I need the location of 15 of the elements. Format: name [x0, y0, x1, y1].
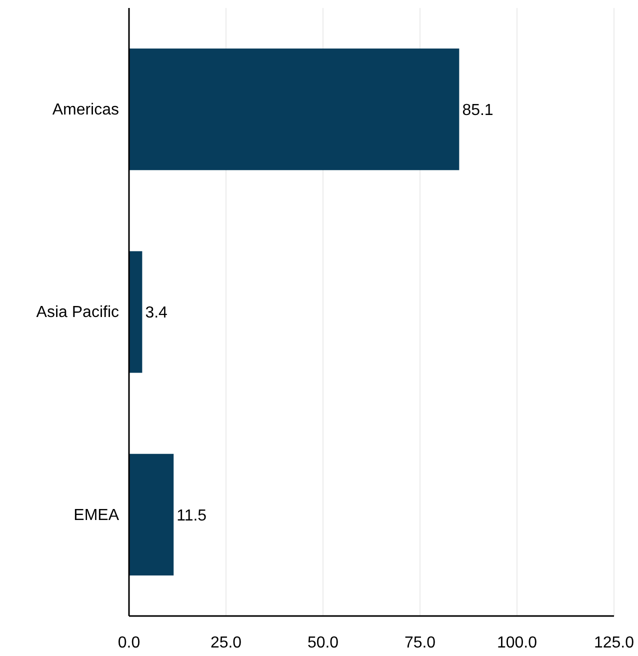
data-label: 3.4 — [145, 304, 168, 322]
x-tick-label: 50.0 — [307, 634, 339, 652]
data-label: 11.5 — [176, 507, 207, 524]
x-tick-label: 125.0 — [594, 634, 634, 652]
bar — [129, 48, 460, 170]
x-tick-label: 75.0 — [404, 634, 436, 652]
bar — [129, 251, 142, 373]
x-tick-label: 25.0 — [210, 634, 242, 652]
y-tick-label: Asia Pacific — [36, 304, 119, 322]
x-tick-label: 0.0 — [118, 634, 140, 652]
y-tick-label: Americas — [52, 101, 119, 118]
data-label: 85.1 — [462, 102, 494, 119]
bar — [129, 454, 174, 576]
y-tick-label: EMEA — [74, 506, 120, 524]
x-tick-label: 100.0 — [496, 634, 538, 652]
